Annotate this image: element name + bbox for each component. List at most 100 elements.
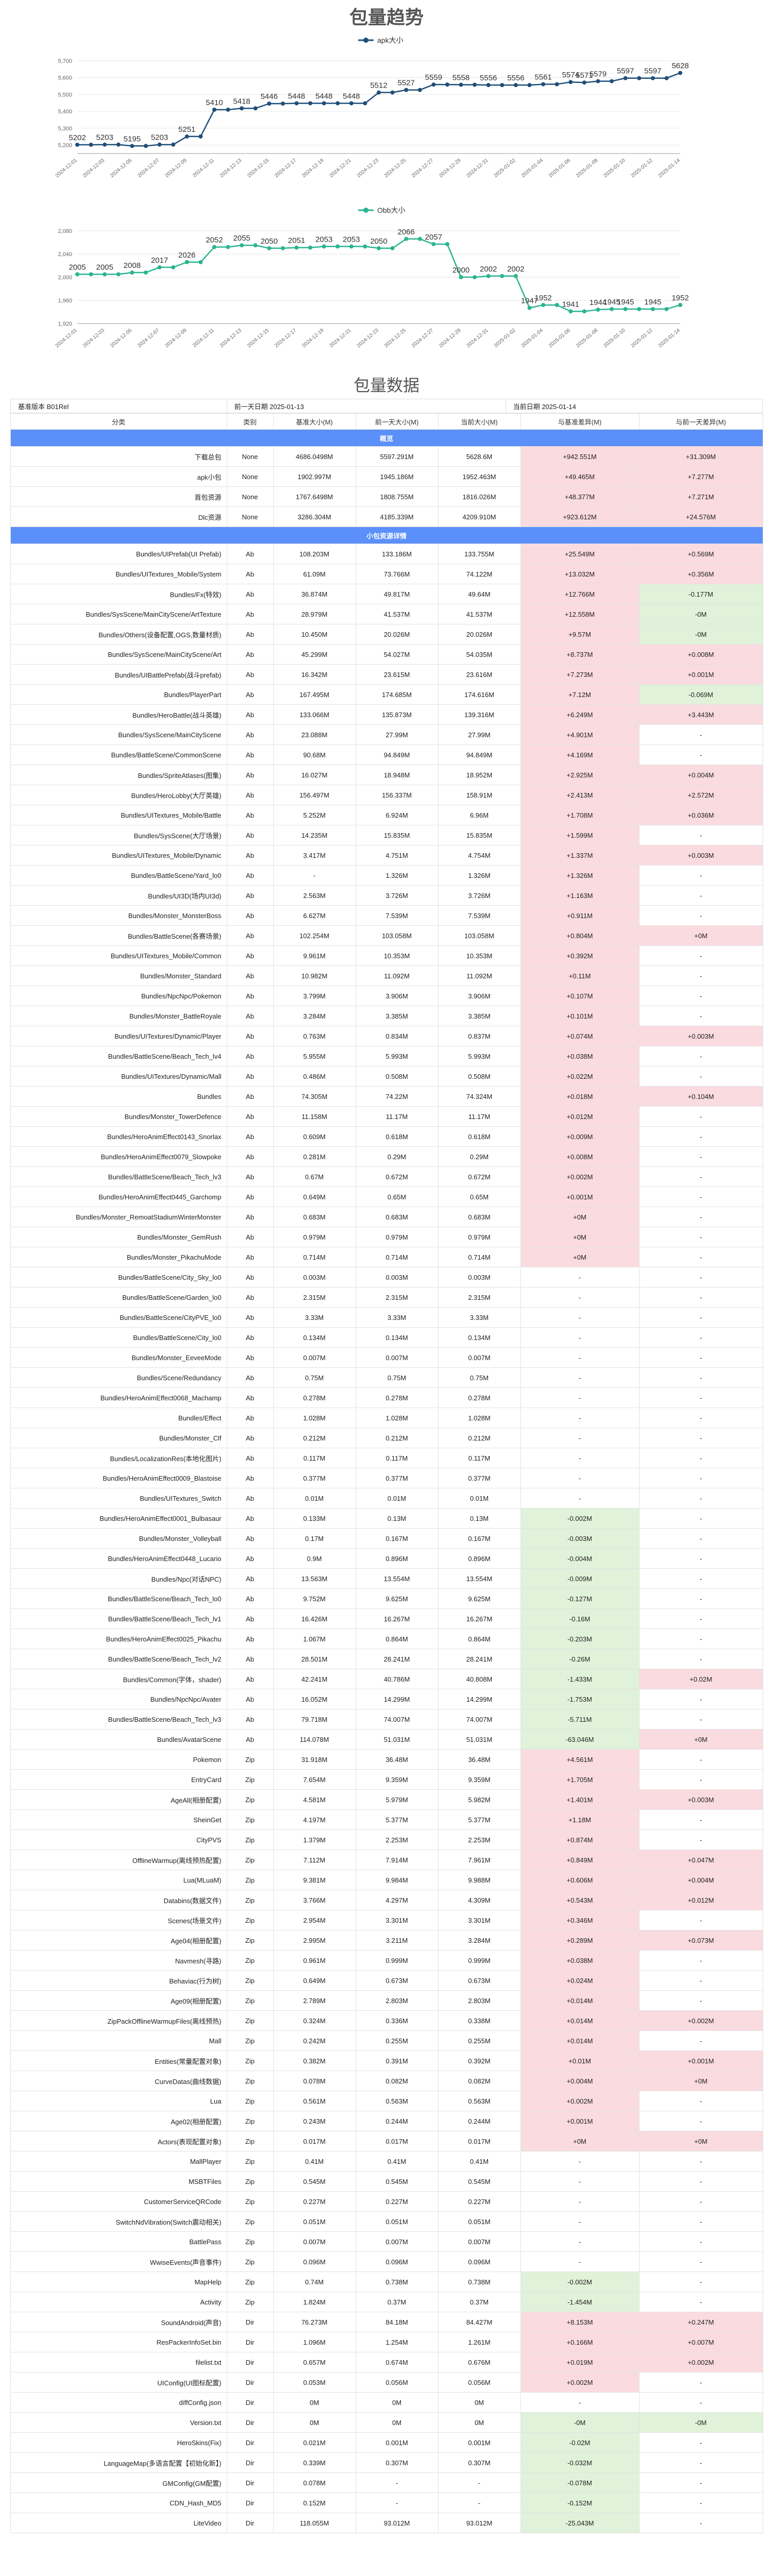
data-point bbox=[267, 101, 272, 106]
cell-category: SheinGet bbox=[10, 1809, 227, 1830]
x-tick-label: 2024-12-27 bbox=[411, 328, 435, 349]
cell-type: Ab bbox=[226, 1508, 274, 1529]
cell-category: 下载总包 bbox=[10, 446, 227, 467]
cell-prev: 1.254M bbox=[355, 2332, 439, 2352]
cell-baseline: 0.657M bbox=[273, 2352, 356, 2372]
cell-diff-baseline: +7.273M bbox=[520, 664, 640, 685]
data-point bbox=[568, 80, 573, 84]
cell-category: SoundAndroid(声音) bbox=[10, 2312, 227, 2332]
cell-current: 174.616M bbox=[438, 684, 521, 705]
cell-prev: 0.082M bbox=[355, 2071, 439, 2091]
x-tick-label: 2024-12-05 bbox=[109, 328, 133, 349]
table-row: Bundles/SpriteAtlases(图集) Ab 16.027M 18.948… bbox=[10, 765, 763, 785]
data-point bbox=[267, 246, 272, 250]
table-row: Age09(相册配置) Zip 2.789M 2.803M 2.803M +0.014M - bbox=[10, 1990, 763, 2011]
data-point bbox=[431, 82, 436, 87]
cell-prev: 174.685M bbox=[355, 684, 439, 705]
cell-category: ResPackerInfoSet.bin bbox=[10, 2332, 227, 2352]
cell-prev: 49.817M bbox=[355, 584, 439, 604]
cell-type: Zip bbox=[226, 1970, 274, 1991]
cell-category: Databins(数据文件) bbox=[10, 1890, 227, 1910]
cell-baseline: 76.273M bbox=[273, 2312, 356, 2332]
cell-diff-baseline: - bbox=[520, 1347, 640, 1368]
cell-baseline: 0.961M bbox=[273, 1950, 356, 1971]
cell-current: 0.082M bbox=[438, 2071, 521, 2091]
cell-diff-baseline: +0.107M bbox=[520, 986, 640, 1006]
cell-prev: 0.134M bbox=[355, 1327, 439, 1348]
cell-prev: 156.337M bbox=[355, 785, 439, 805]
cell-current: 0.051M bbox=[438, 2211, 521, 2232]
cell-diff-baseline: +0.874M bbox=[520, 1829, 640, 1850]
cell-diff-baseline: +0.018M bbox=[520, 1086, 640, 1107]
cell-current: 27.99M bbox=[438, 724, 521, 745]
cell-diff-prev: +0M bbox=[638, 2071, 763, 2091]
cell-current: 0.563M bbox=[438, 2091, 521, 2111]
table-row: Bundles/LocalizationRes(本地化图片) Ab 0.117M 0.… bbox=[10, 1448, 763, 1468]
cell-diff-prev: - bbox=[638, 2493, 763, 2513]
cell-diff-baseline: -0.02M bbox=[520, 2432, 640, 2453]
cell-category: Bundles/HeroAnimEffect0448_Lucario bbox=[10, 1548, 227, 1569]
cell-diff-baseline: -1.454M bbox=[520, 2292, 640, 2312]
table-row: Bundles/HeroAnimEffect0025_Pikachu Ab 1.06… bbox=[10, 1629, 763, 1649]
cell-diff-baseline: +0.543M bbox=[520, 1890, 640, 1910]
cell-diff-prev: - bbox=[638, 744, 763, 765]
data-label: 5558 bbox=[452, 73, 469, 82]
x-tick-label: 2025-01-08 bbox=[575, 158, 599, 179]
cell-type: Zip bbox=[226, 2272, 274, 2292]
cell-current: 0.278M bbox=[438, 1387, 521, 1408]
cell-prev: 40.786M bbox=[355, 1669, 439, 1689]
cell-type: Ab bbox=[226, 986, 274, 1006]
cell-baseline: 11.158M bbox=[273, 1106, 356, 1127]
data-point bbox=[678, 303, 682, 307]
cell-diff-prev: - bbox=[638, 2452, 763, 2473]
cell-type: Ab bbox=[226, 1408, 274, 1428]
table-row: Bundles/Fx(特效) Ab 36.874M 49.817M 49.64M +12.… bbox=[10, 584, 763, 604]
cell-diff-prev: +0.002M bbox=[638, 2352, 763, 2372]
cell-current: 139.316M bbox=[438, 704, 521, 725]
table-row: Bundles/BattleScene/Beach_Tech_lv4 Ab 5.95… bbox=[10, 1046, 763, 1066]
table-row: Databins(数据文件) Zip 3.766M 4.297M 4.309M +0.54… bbox=[10, 1890, 763, 1910]
cell-type: Ab bbox=[226, 1327, 274, 1348]
cell-type: Dir bbox=[226, 2352, 274, 2372]
cell-diff-prev: +0.073M bbox=[638, 1930, 763, 1951]
cell-baseline: 114.078M bbox=[273, 1729, 356, 1750]
cell-prev: 0.999M bbox=[355, 1950, 439, 1971]
cell-current: 4.309M bbox=[438, 1890, 521, 1910]
cell-current: 0.672M bbox=[438, 1166, 521, 1187]
cell-category: Bundles/BattleScene/Beach_Tech_lo0 bbox=[10, 1588, 227, 1609]
cell-current: 0.75M bbox=[438, 1367, 521, 1388]
cell-current: 2.803M bbox=[438, 1990, 521, 2011]
cell-diff-prev: - bbox=[638, 1207, 763, 1227]
current-date: 当前日期 2025-01-14 bbox=[505, 399, 763, 413]
cell-category: Bundles/NpcNpc/Pokemon bbox=[10, 986, 227, 1006]
cell-current: 1816.026M bbox=[438, 486, 521, 507]
cell-diff-prev: +0.104M bbox=[638, 1086, 763, 1107]
cell-baseline: 4.197M bbox=[273, 1809, 356, 1830]
cell-type: Ab bbox=[226, 1709, 274, 1730]
cell-baseline: 0.242M bbox=[273, 2030, 356, 2051]
data-point bbox=[103, 142, 107, 147]
cell-category: CityPVS bbox=[10, 1829, 227, 1850]
cell-baseline: 0.017M bbox=[273, 2131, 356, 2151]
cell-category: WwiseEvents(声音事件) bbox=[10, 2251, 227, 2272]
cell-prev: 11.092M bbox=[355, 965, 439, 986]
cell-prev: 0.096M bbox=[355, 2251, 439, 2272]
cell-baseline: 79.718M bbox=[273, 1709, 356, 1730]
table-row: ZipPackOfflineWarmupFiles(离线预热) Zip 0.324M… bbox=[10, 2010, 763, 2031]
cell-prev: 28.241M bbox=[355, 1649, 439, 1669]
cell-prev: 7.914M bbox=[355, 1850, 439, 1870]
cell-current: 9.359M bbox=[438, 1769, 521, 1790]
cell-current: 10.353M bbox=[438, 945, 521, 966]
data-point bbox=[459, 82, 463, 87]
cell-diff-baseline: +6.249M bbox=[520, 704, 640, 725]
cell-baseline: 118.055M bbox=[273, 2513, 356, 2533]
cell-baseline: 0.007M bbox=[273, 1347, 356, 1368]
cell-prev: 0.01M bbox=[355, 1488, 439, 1509]
cell-type: Ab bbox=[226, 664, 274, 685]
cell-diff-baseline: +0.001M bbox=[520, 1187, 640, 1207]
cell-type: Ab bbox=[226, 604, 274, 624]
data-point bbox=[143, 270, 148, 275]
cell-diff-baseline: +0.038M bbox=[520, 1950, 640, 1971]
cell-diff-prev: - bbox=[638, 2472, 763, 2493]
data-label: 5597 bbox=[644, 67, 661, 76]
